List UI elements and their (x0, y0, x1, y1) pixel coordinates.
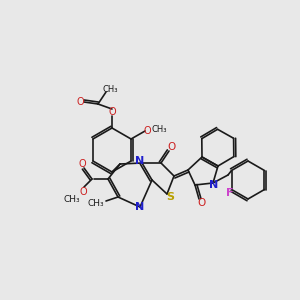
Text: N: N (135, 202, 145, 212)
Text: O: O (197, 198, 205, 208)
Text: O: O (143, 126, 151, 136)
Text: S: S (166, 192, 174, 202)
Text: CH₃: CH₃ (64, 194, 80, 203)
Text: N: N (209, 180, 219, 190)
Text: O: O (108, 107, 116, 117)
Text: N: N (135, 156, 145, 166)
Text: CH₃: CH₃ (151, 124, 167, 134)
Text: O: O (78, 159, 86, 169)
Text: O: O (167, 142, 175, 152)
Text: F: F (226, 188, 233, 199)
Text: CH₃: CH₃ (102, 85, 118, 94)
Text: O: O (76, 97, 84, 107)
Text: CH₃: CH₃ (88, 200, 104, 208)
Text: O: O (79, 187, 87, 197)
